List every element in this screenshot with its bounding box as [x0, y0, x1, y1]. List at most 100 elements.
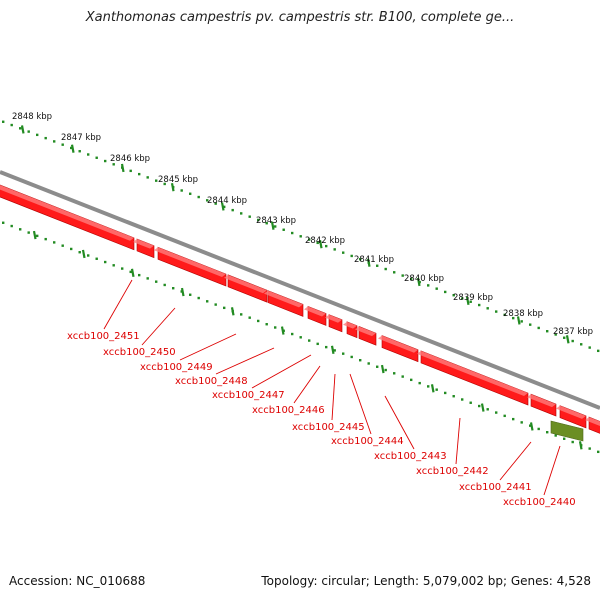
major-tick [416, 277, 421, 287]
minor-tick [299, 336, 302, 339]
scale-label: 2840 kbp [404, 274, 444, 284]
minor-tick [393, 372, 396, 375]
minor-tick [563, 336, 566, 339]
major-tick [465, 296, 470, 305]
label-connector [349, 373, 372, 435]
scale-label: 2847 kbp [61, 133, 101, 143]
gene-block-highlight [343, 321, 357, 329]
minor-tick [274, 225, 277, 228]
minor-tick [512, 417, 515, 421]
gene-block-highlight [154, 247, 226, 278]
minor-tick [104, 260, 107, 264]
minor-tick [19, 127, 22, 130]
minor-tick [146, 176, 149, 179]
minor-tick [597, 450, 600, 454]
gene-label[interactable]: xccb100_2451 [67, 331, 140, 342]
minor-tick [486, 408, 489, 411]
minor-tick [393, 271, 396, 274]
minor-tick [291, 332, 294, 336]
minor-tick [461, 297, 464, 300]
minor-tick [129, 169, 132, 173]
minor-tick [350, 355, 353, 359]
minor-tick [529, 323, 532, 326]
minor-tick [597, 349, 600, 353]
minor-tick [197, 195, 200, 199]
feature-block[interactable] [550, 420, 584, 442]
minor-tick [410, 277, 413, 281]
major-tick [220, 202, 225, 211]
gene-label[interactable]: xccb100_2445 [292, 422, 365, 433]
label-connector [331, 373, 336, 421]
label-connector [251, 354, 312, 389]
gene-block-highlight [0, 184, 134, 241]
major-tick [480, 403, 485, 412]
minor-tick [554, 434, 557, 437]
major-tick [565, 335, 570, 344]
minor-tick [10, 123, 13, 127]
gene-track [0, 184, 600, 442]
minor-tick [410, 378, 413, 382]
gene-label[interactable]: xccb100_2450 [103, 347, 176, 358]
label-connectors [103, 279, 561, 496]
major-tick [578, 441, 583, 450]
major-tick [81, 249, 86, 259]
minor-tick [206, 300, 209, 303]
minor-tick [265, 222, 268, 225]
minor-tick [10, 224, 13, 228]
minor-tick [469, 300, 472, 303]
minor-tick [554, 333, 557, 336]
minor-tick [95, 156, 98, 159]
minor-tick [384, 368, 387, 372]
gene-block-highlight [355, 326, 376, 337]
minor-tick [2, 221, 5, 224]
minor-tick [87, 254, 90, 257]
gene-label[interactable]: xccb100_2441 [459, 482, 532, 493]
label-connector [293, 365, 321, 404]
minor-tick [503, 414, 506, 418]
major-tick [130, 268, 135, 278]
minor-tick [571, 440, 574, 444]
gene-label[interactable]: xccb100_2447 [212, 390, 285, 401]
minor-tick [418, 381, 421, 385]
gene-label[interactable]: xccb100_2446 [252, 405, 325, 416]
minor-tick [333, 248, 336, 251]
minor-tick [27, 231, 30, 234]
minor-tick [257, 319, 260, 323]
gene-label[interactable]: xccb100_2448 [175, 376, 248, 387]
minor-tick [189, 293, 192, 296]
minor-tick [155, 280, 158, 283]
gene-block-highlight [417, 350, 528, 397]
minor-tick [172, 287, 175, 290]
gene-label[interactable]: xccb100_2440 [503, 497, 576, 508]
minor-tick [36, 234, 39, 238]
gene-block-highlight [133, 238, 154, 249]
minor-tick [95, 257, 98, 260]
minor-tick [452, 294, 455, 297]
label-connector [179, 333, 237, 361]
minor-tick [435, 388, 438, 391]
minor-tick [44, 136, 47, 140]
minor-tick [155, 179, 158, 182]
gene-label[interactable]: xccb100_2444 [331, 436, 404, 447]
genome-backbone [0, 170, 600, 410]
major-tick [529, 422, 534, 431]
label-connector [455, 417, 461, 465]
gene-labels: xccb100_2451 xccb100_2450 xccb100_2449xccb… [67, 331, 576, 508]
minor-tick [512, 316, 515, 320]
minor-tick [333, 349, 336, 352]
minor-tick [342, 352, 345, 355]
minor-tick [223, 205, 226, 209]
minor-tick [478, 404, 481, 408]
gene-label[interactable]: xccb100_2442 [416, 466, 489, 477]
minor-tick [537, 326, 540, 330]
minor-tick [240, 313, 243, 316]
scale-label: 2842 kbp [305, 236, 345, 246]
gene-label[interactable]: xccb100_2443 [374, 451, 447, 462]
minor-tick [70, 146, 73, 150]
minor-tick [376, 365, 379, 368]
minor-tick [214, 303, 217, 306]
major-tick [180, 287, 185, 297]
major-tick [330, 345, 335, 355]
gene-label[interactable]: xccb100_2449 [140, 362, 213, 373]
